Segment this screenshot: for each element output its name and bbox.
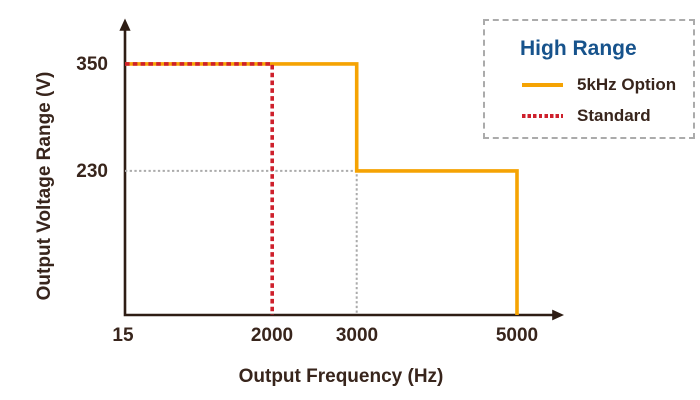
legend-entry-standard: Standard [522, 106, 651, 126]
series-layer [125, 62, 519, 315]
x-tick-5000: 5000 [496, 325, 538, 346]
legend-entry-label: 5kHz Option [577, 75, 677, 94]
x-tick-3000: 3000 [336, 325, 378, 346]
axes [123, 29, 553, 317]
legend-entry-5khz-option: 5kHz Option [522, 75, 676, 95]
legend: High Range 5kHz Option Standard [483, 19, 695, 139]
y-axis-arrow-icon [119, 18, 131, 31]
y-tick-350: 350 [76, 54, 108, 75]
x-tick-2000: 2000 [251, 325, 293, 346]
legend-entry-label: Standard [577, 106, 651, 125]
y-tick-230: 230 [76, 161, 108, 182]
x-tick-15: 15 [112, 325, 134, 346]
230v-reference-guide-line [125, 169, 358, 315]
standard-line [125, 62, 275, 315]
legend-line-sample-dashed-icon [522, 114, 563, 118]
y-axis-title: Output Voltage Range (V) [34, 72, 55, 301]
legend-line-sample-solid-icon [522, 83, 563, 87]
x-axis-arrow-icon [552, 309, 564, 321]
legend-title: High Range [520, 37, 637, 60]
5khz-option-line [125, 62, 519, 315]
x-axis-title: Output Frequency (Hz) [239, 366, 444, 387]
